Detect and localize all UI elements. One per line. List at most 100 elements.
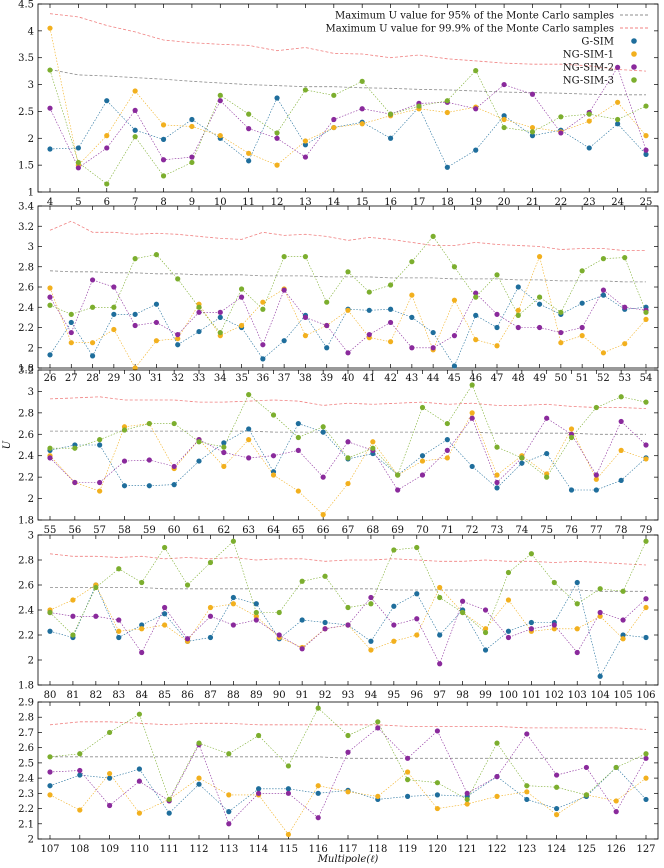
gsim-point [414,591,420,597]
gsim-point [419,453,426,459]
x-tick-label: 33 [193,373,206,384]
ngsim3-point [47,302,53,308]
ngsim3-point [97,437,103,443]
x-tick-label: 14 [327,197,340,208]
ngsim2-point [47,769,53,775]
gsim-point [226,809,232,815]
y-tick-label: 2.2 [18,804,34,815]
x-tick-label: 4 [47,197,53,208]
ngsim2-point [643,442,649,448]
panel-5: 2 2.1 2.2 2.3 2.4 2.5 2.6 2.7 2.8 2.9 107 108 109 110… [18,698,659,855]
ngsim3-point [111,304,117,310]
ngsim2-point [618,418,624,425]
gsim-point [75,145,81,151]
ngsim2-point [89,277,96,283]
ngsim2-point [276,632,282,638]
ngsim2-point [579,324,585,331]
y-tick-label: 3 [28,387,34,398]
y-tick-label: 3.4 [18,202,34,213]
p95-threshold-line [49,270,646,283]
gsim-point [121,483,128,489]
ngsim1-point [345,480,351,487]
ngsim2-point [593,472,599,478]
ngsim3-point [568,434,575,441]
x-tick-label: 107 [40,844,59,855]
ngsim3-point [132,256,138,262]
gsim-point [600,292,607,298]
ngsim2-point [132,322,138,329]
ngsim2-point [574,649,580,656]
ngsim1-point [196,775,202,781]
ngsim3-point [387,282,394,288]
ngsim3-point [551,579,557,586]
gsim-point [77,772,83,778]
x-tick-label: 116 [309,844,328,855]
ngsim2-point [320,474,326,480]
gsim-point [536,301,543,307]
x-tick-label: 79 [640,525,653,536]
ngsim3-point [295,434,301,441]
ngsim2-point [230,622,236,628]
ngsim1-point [515,307,521,313]
ngsim3-point [434,780,440,786]
ngsim1-point [444,109,450,116]
ngsim2-point [536,324,543,331]
ngsim3-point [221,444,227,450]
x-tick-label: 105 [614,690,633,701]
ngsim2-point [302,314,309,320]
gsim-point [196,781,202,787]
ngsim3-point [104,181,110,187]
legend-label-p999: Maximum U value for 99.9% of the Monte C… [326,24,615,35]
p999-threshold-line [49,553,647,566]
y-tick-label: 3 [28,531,34,542]
ngsim2-point [70,613,76,619]
x-tick-label: 5 [75,197,81,208]
x-tick-label: 121 [458,844,477,855]
gsim-point [260,356,266,362]
ngsim2-point [270,453,277,459]
x-tick-label: 123 [517,844,536,855]
ngsim3-point [281,254,287,260]
y-tick-label: 1.8 [18,516,34,527]
x-tick-label: 51 [576,373,589,384]
ngsim2-point [494,479,500,486]
ngsim1-point [47,285,53,291]
y-tick-label: 1.8 [18,364,34,375]
gsim-point [482,647,489,653]
ngsim1-point [568,426,575,432]
ngsim1-line [49,255,647,369]
ngsim1-point [207,604,214,611]
gsim-point [409,314,415,320]
x-tick-label: 9 [189,197,195,208]
gsim-point [528,619,534,626]
ngsim2-line [49,417,647,491]
x-tick-label: 35 [235,373,248,384]
x-tick-label: 15 [356,197,369,208]
ngsim1-point [494,343,500,349]
y-tick-label: 1 [28,188,34,199]
ngsim3-point [460,609,466,616]
gsim-point [315,790,321,796]
x-tick-label: 69 [391,525,404,536]
ngsim2-point [544,415,550,421]
ngsim3-point [375,719,381,725]
ngsim1-point [409,292,415,298]
gsim-point [196,328,202,335]
ngsim1-point [529,124,536,131]
ngsim2-point [437,661,443,667]
gsim-point [299,617,305,623]
ngsim3-point [409,259,415,265]
x-tick-label: 71 [441,525,454,536]
gsim-point [620,632,626,638]
x-tick-label: 94 [365,690,378,701]
gsim-point [586,145,592,151]
y-tick-label: 2.2 [18,631,34,642]
ngsim2-point [558,329,564,336]
x-tick-label: 61 [193,525,206,536]
y-axis-title: U [2,440,13,449]
gsim-point [47,783,53,789]
ngsim1-point [494,472,500,478]
y-tick-label: 2.6 [18,743,34,754]
ngsim3-point [368,601,374,607]
ngsim3-point [324,299,330,305]
